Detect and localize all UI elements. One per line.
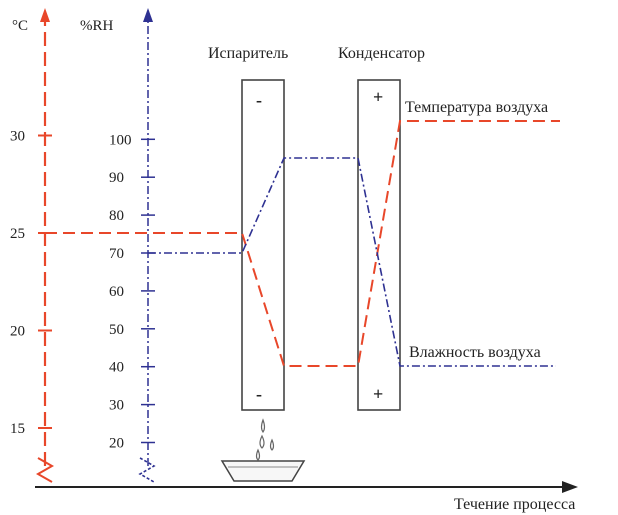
evaporator-top-sign: -: [256, 90, 262, 110]
drip-tray: [220, 418, 306, 482]
temperature-tick-label: 25: [10, 226, 25, 242]
temperature-tick-label: 15: [10, 421, 25, 437]
humidity-tick-label: 70: [109, 246, 124, 262]
humidity-tick-label: 90: [109, 170, 124, 186]
humidity-tick-label: 60: [109, 284, 124, 300]
temperature-axis-arrow: [40, 8, 50, 22]
humidity-tick-label: 50: [109, 322, 124, 338]
humidity-tick-label: 100: [109, 132, 132, 148]
condenser-top-sign: +: [373, 87, 383, 107]
water-drops-icon: [255, 418, 275, 461]
humidity-tick-label: 40: [109, 360, 124, 376]
temperature-tick-label: 30: [10, 129, 25, 145]
evaporator-box: [241, 79, 285, 411]
x-axis-arrow: [562, 481, 578, 493]
water-tray: [220, 460, 306, 482]
x-axis: Течение процесса: [35, 481, 578, 513]
humidity-line: [148, 157, 556, 367]
humidity-tick-label: 20: [109, 436, 124, 452]
humidity-tick-label: 80: [109, 208, 124, 224]
humidity-axis-arrow: [143, 8, 153, 22]
evaporator-label: Испаритель: [208, 45, 288, 62]
evaporator: Испаритель - -: [208, 45, 288, 411]
evaporator-bottom-sign: -: [256, 384, 262, 404]
temperature-tick-label: 20: [10, 324, 25, 340]
humidity-line-label: Влажность воздуха: [409, 344, 541, 361]
humidity-axis: %RH 100 90 80 70 60 50 40 30 20: [80, 8, 156, 483]
humidity-axis-unit: %RH: [80, 18, 114, 34]
humidity-tick-label: 30: [109, 398, 124, 414]
condenser-bottom-sign: +: [373, 384, 383, 404]
condenser-label: Конденсатор: [338, 45, 425, 62]
temperature-line: [45, 120, 560, 367]
humidity-axis-break: [138, 457, 156, 483]
temperature-axis: °C 30 25 20 15: [10, 8, 55, 483]
temperature-line-label: Температура воздуха: [405, 99, 548, 116]
temperature-axis-break: [35, 457, 55, 483]
x-axis-label: Течение процесса: [454, 496, 575, 513]
temperature-axis-unit: °C: [12, 18, 28, 34]
